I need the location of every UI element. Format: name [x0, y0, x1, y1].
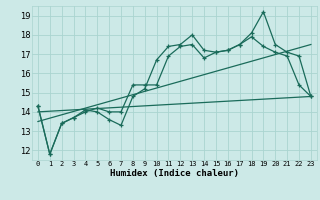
X-axis label: Humidex (Indice chaleur): Humidex (Indice chaleur): [110, 169, 239, 178]
